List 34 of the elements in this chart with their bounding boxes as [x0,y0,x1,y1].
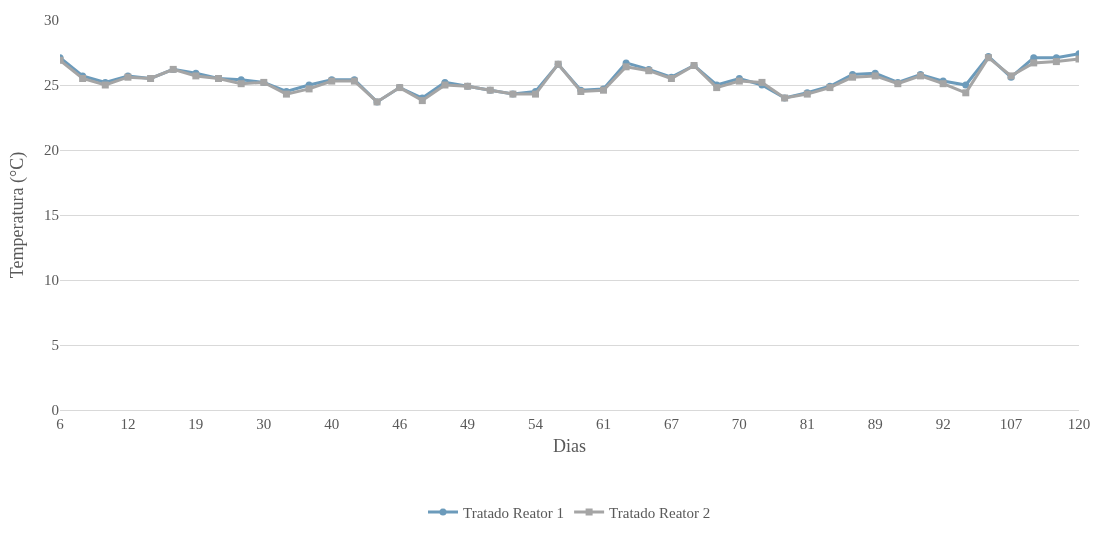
x-tick-label: 54 [528,416,544,432]
y-axis-title: Temperatura (°C) [7,151,29,279]
x-tick-label: 89 [867,416,883,432]
x-tick-label: 19 [188,416,204,432]
point [1030,59,1038,67]
legend-label: Tratado Reator 2 [609,504,711,521]
x-tick-label: 67 [663,416,680,432]
x-tick-label: 107 [999,416,1023,432]
point [622,63,630,71]
x-tick-label: 40 [324,416,340,432]
point [962,81,970,89]
y-tick-label: 30 [44,12,59,29]
x-axis-title: Dias [553,436,586,457]
x-tick-label: 46 [392,416,408,432]
x-tick-label: 70 [731,416,747,432]
x-tick-label: 30 [256,416,272,432]
y-tick-label: 10 [44,272,59,289]
point [305,85,313,93]
y-tick-label: 20 [44,142,59,159]
x-tick-label: 81 [799,416,815,432]
x-tick-label: 61 [595,416,611,432]
point [962,89,970,97]
x-tick-label: 49 [460,416,476,432]
x-tick-label: 92 [935,416,951,432]
x-tick-label: 12 [120,416,136,432]
y-tick-label: 15 [44,207,59,224]
y-tick-label: 25 [44,77,59,94]
point [237,80,245,88]
y-tick-label: 0 [51,402,59,419]
point [1052,58,1060,66]
y-tick-label: 5 [51,337,59,354]
x-tick-label: 6 [56,416,65,432]
legend-label: Tratado Reator 1 [463,504,565,521]
x-tick-label: 120 [1067,416,1091,432]
